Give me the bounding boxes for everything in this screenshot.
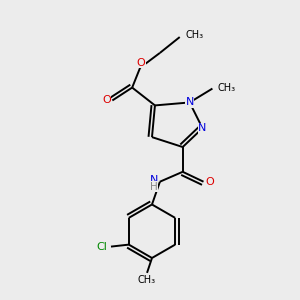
Text: O: O [102, 95, 111, 106]
Text: O: O [137, 58, 146, 68]
Text: N: N [198, 123, 207, 133]
Text: CH₃: CH₃ [218, 82, 236, 93]
Text: Cl: Cl [96, 242, 107, 252]
Text: CH₃: CH₃ [186, 30, 204, 40]
Text: N: N [150, 175, 158, 185]
Text: H: H [150, 182, 158, 192]
Text: O: O [205, 177, 214, 187]
Text: CH₃: CH₃ [138, 275, 156, 285]
Text: N: N [185, 98, 194, 107]
